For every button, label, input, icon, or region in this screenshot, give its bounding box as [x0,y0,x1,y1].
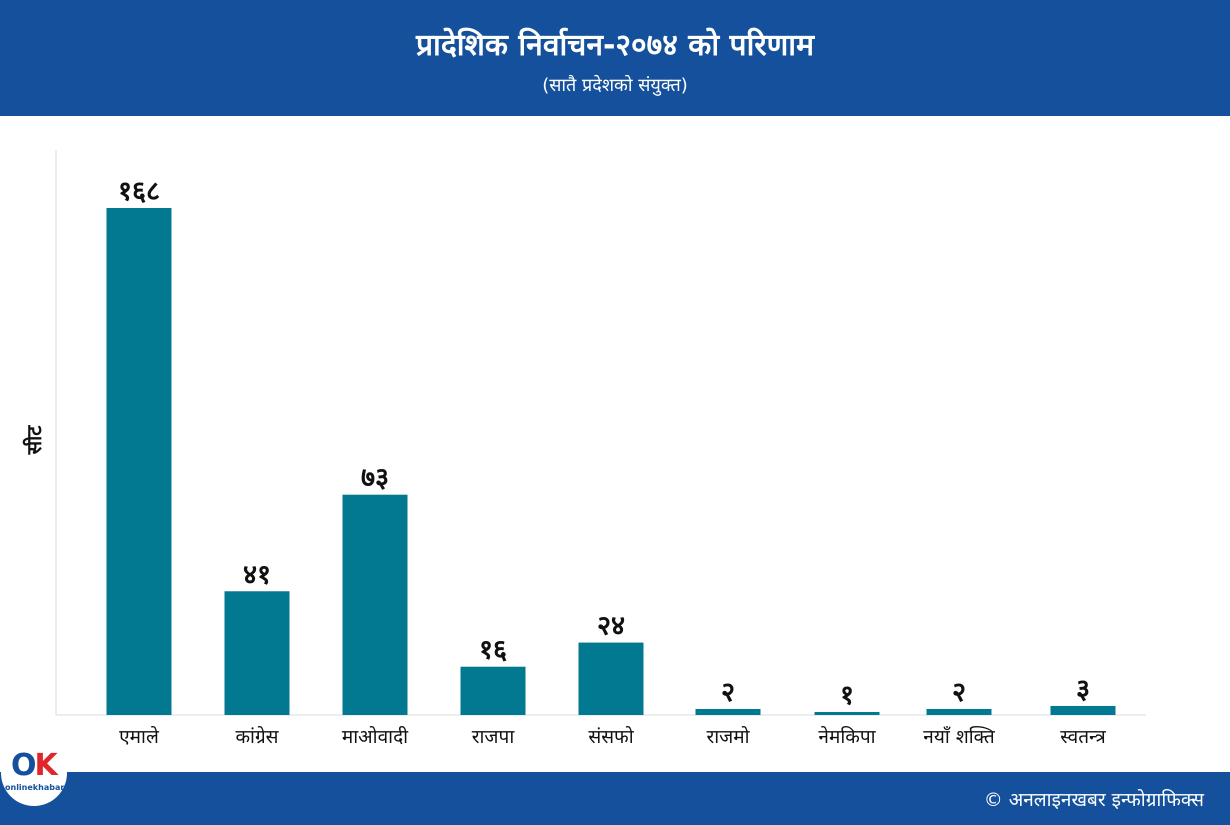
data-label: ४१ [243,559,271,590]
x-tick-label: माओवादी [342,725,409,748]
bar [926,708,992,715]
page-title: प्रादेशिक निर्वाचन-२०७४ को परिणाम [415,28,815,63]
logo-wordmark: onlinekhabar [5,783,65,792]
data-label: १६ [479,635,507,666]
data-label: १६८ [118,176,160,207]
data-label: १ [840,680,854,711]
x-tick-label: राजपा [472,726,516,748]
x-tick-label: संसफो [588,725,634,748]
data-label: ३ [1076,674,1090,705]
x-tick-label: नयाँ शक्ति [923,725,996,748]
x-tick-label: नेमकिपा [818,725,876,748]
bar [1050,705,1116,715]
header-banner: प्रादेशिक निर्वाचन-२०७४ को परिणाम (सातै … [0,0,1230,116]
logo-mark: OK [11,748,58,783]
data-label: २ [952,677,966,708]
data-label: २४ [597,611,625,642]
bar [342,494,408,715]
footer-credit: © अनलाइनखबर इन्फोग्राफिक्स [983,789,1204,811]
page-subtitle: (सातै प्रदेशको संयुक्त) [542,75,688,96]
x-tick-label: कांग्रेस [235,725,279,748]
bar [106,208,172,715]
y-axis-label: सीट [22,425,46,455]
footer-banner [0,772,1230,825]
data-label: ७३ [361,463,389,494]
x-tick-label: राजमो [706,725,750,748]
data-label: २ [721,677,735,708]
bar [460,666,526,715]
bar [578,642,644,715]
bar [814,711,880,715]
onlinekhabar-logo: OK onlinekhabar [1,740,67,806]
bar [224,591,290,715]
x-tick-label: स्वतन्त्र [1060,726,1106,748]
bar [695,708,761,715]
x-tick-label: एमाले [119,725,160,748]
